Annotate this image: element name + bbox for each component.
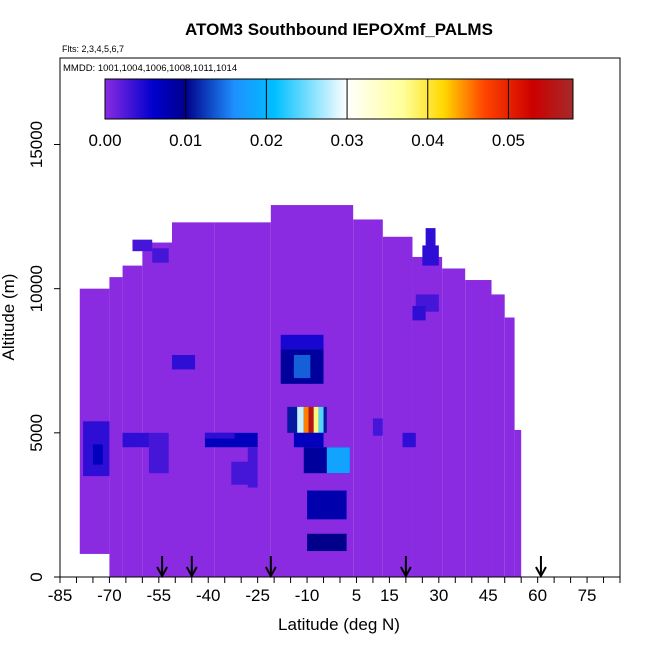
- heatmap-cell: [326, 447, 350, 474]
- coverage-column: [172, 222, 215, 577]
- heatmap-cell: [172, 354, 196, 370]
- x-tick-label: 15: [380, 586, 399, 605]
- flight-arrow: [185, 556, 198, 579]
- y-tick-label: 15000: [27, 121, 46, 168]
- x-tick-label: -40: [196, 586, 221, 605]
- heatmap-cell: [293, 432, 324, 448]
- heatmap-cell: [313, 406, 319, 433]
- coverage-column: [491, 294, 505, 577]
- heatmap-cell: [422, 245, 439, 266]
- flights-label: Flts: 2,3,4,5,6,7: [62, 44, 124, 54]
- x-tick-label: -70: [97, 586, 122, 605]
- heatmap-cell: [297, 406, 304, 433]
- y-tick-label: 10000: [27, 265, 46, 312]
- x-axis-label: Latitude (deg N): [278, 615, 400, 634]
- x-tick-label: 5: [352, 586, 361, 605]
- flight-arrows: [156, 556, 547, 579]
- x-tick-label: 45: [479, 586, 498, 605]
- flight-arrow: [156, 556, 168, 579]
- coverage-column: [270, 205, 354, 578]
- x-tick-label: -10: [295, 586, 320, 605]
- coverage-column: [465, 280, 492, 577]
- flight-arrow: [400, 556, 412, 579]
- heatmap-cell: [231, 461, 252, 485]
- y-axis: 0 5000 10000 15000: [27, 121, 60, 582]
- colorbar: 0.00 0.01 0.02 0.03 0.04 0.05: [88, 78, 574, 150]
- heatmap-cell: [280, 334, 324, 350]
- heatmap-cell: [412, 305, 426, 321]
- y-tick-label: 5000: [27, 414, 46, 452]
- x-tick-label: 75: [578, 586, 597, 605]
- heatmap-cell: [308, 406, 314, 433]
- x-tick-label: -85: [48, 586, 73, 605]
- flight-arrow: [535, 556, 547, 579]
- heatmap-cell: [425, 228, 436, 249]
- heatmap-cell: [92, 444, 103, 465]
- heatmap-cell: [402, 432, 416, 448]
- colorbar-tick-label: 0.05: [492, 131, 525, 150]
- heatmap-cell: [132, 239, 153, 252]
- plot-area: [79, 205, 522, 578]
- dates-label: MMDD: 1001,1004,1006,1008,1011,1014: [63, 63, 237, 74]
- chart-title: ATOM3 Southbound IEPOXmf_PALMS: [185, 20, 493, 39]
- colorbar-tick-label: 0.04: [411, 131, 444, 150]
- x-tick-label: -25: [245, 586, 270, 605]
- y-tick-label: 0: [27, 572, 46, 581]
- coverage-column: [514, 429, 522, 577]
- heatmap-cell: [293, 354, 311, 379]
- coverage-column: [353, 219, 383, 577]
- flight-arrow: [264, 556, 277, 579]
- heatmap-cell: [307, 490, 347, 520]
- heatmap-cell: [247, 447, 258, 488]
- coverage-column: [142, 242, 172, 578]
- colorbar-tick-label: 0.01: [169, 131, 202, 150]
- x-axis: -85 -70 -55 -40 -25 -10 5 15 30 45 60 75: [48, 577, 621, 605]
- y-axis-label: Altitude (m): [0, 274, 18, 361]
- colorbar-gradient: [104, 78, 574, 120]
- heatmap-cell: [307, 533, 347, 552]
- heatmap-cell: [122, 432, 149, 448]
- coverage-column: [109, 277, 123, 577]
- heatmap-cell: [318, 406, 324, 433]
- coverage-column: [122, 265, 143, 577]
- coverage-column: [504, 317, 515, 577]
- heatmap-cell: [204, 432, 235, 439]
- x-tick-label: 30: [429, 586, 448, 605]
- x-tick-label: -55: [147, 586, 172, 605]
- coverage-column: [214, 222, 271, 577]
- heatmap-cell: [152, 248, 169, 263]
- heatmap-cell: [303, 406, 309, 433]
- x-tick-label: 60: [528, 586, 547, 605]
- colorbar-tick-label: 0.00: [88, 131, 121, 150]
- coverage-column: [382, 236, 413, 577]
- colorbar-tick-label: 0.02: [250, 131, 283, 150]
- heatmap-cell: [372, 418, 383, 436]
- coverage-column: [442, 268, 466, 577]
- colorbar-tick-label: 0.03: [331, 131, 364, 150]
- heatmap-cell: [148, 432, 169, 474]
